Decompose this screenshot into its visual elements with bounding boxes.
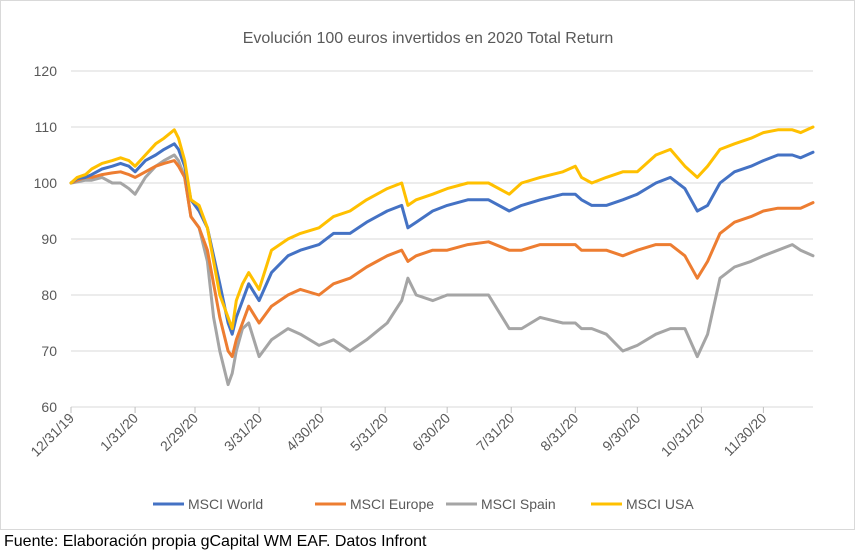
x-tick-label: 9/30/20 — [599, 410, 643, 454]
series-line-msci-europe — [69, 159, 815, 359]
x-tick-label: 6/30/20 — [409, 410, 453, 454]
series-line-msci-world — [69, 142, 815, 336]
y-tick-label: 60 — [41, 399, 57, 415]
legend-label: MSCI World — [188, 496, 263, 512]
x-tick-label: 2/29/20 — [157, 410, 201, 454]
x-tick-label: 4/30/20 — [283, 410, 327, 454]
legend-label: MSCI Europe — [350, 496, 434, 512]
legend: MSCI World MSCI Europe MSCI Spain MSCI USA — [153, 496, 694, 512]
x-tick-label: 10/31/20 — [658, 410, 708, 460]
y-tick-label: 90 — [41, 231, 57, 247]
series-line-msci-usa — [69, 125, 815, 331]
series-lines — [69, 125, 815, 387]
y-tick-label: 110 — [35, 119, 58, 135]
y-tick-label: 100 — [34, 175, 58, 191]
x-axis-ticks: 12/31/19 1/31/20 2/29/20 3/31/20 4/30/20 5/31… — [27, 407, 770, 460]
chart-title: Evolución 100 euros invertidos en 2020 T… — [243, 30, 614, 47]
x-tick-label: 5/31/20 — [347, 410, 391, 454]
legend-label: MSCI Spain — [481, 496, 556, 512]
legend-label: MSCI USA — [626, 496, 694, 512]
x-tick-label: 12/31/19 — [27, 410, 77, 460]
x-tick-label: 1/31/20 — [97, 410, 141, 454]
y-tick-label: 70 — [41, 343, 57, 359]
source-note: Fuente: Elaboración propia gCapital WM E… — [4, 533, 427, 550]
chart-frame: Evolución 100 euros invertidos en 2020 T… — [0, 0, 855, 530]
x-tick-label: 3/31/20 — [221, 410, 265, 454]
y-tick-label: 80 — [41, 287, 57, 303]
y-axis-ticks: 60 70 80 90 100 110 120 — [34, 63, 58, 415]
x-tick-label: 7/31/20 — [473, 410, 517, 454]
y-tick-label: 120 — [34, 63, 58, 79]
x-tick-label: 11/30/20 — [720, 410, 769, 459]
line-chart: Evolución 100 euros invertidos en 2020 T… — [27, 30, 815, 512]
gridlines — [71, 70, 813, 408]
x-tick-label: 8/31/20 — [537, 410, 581, 454]
